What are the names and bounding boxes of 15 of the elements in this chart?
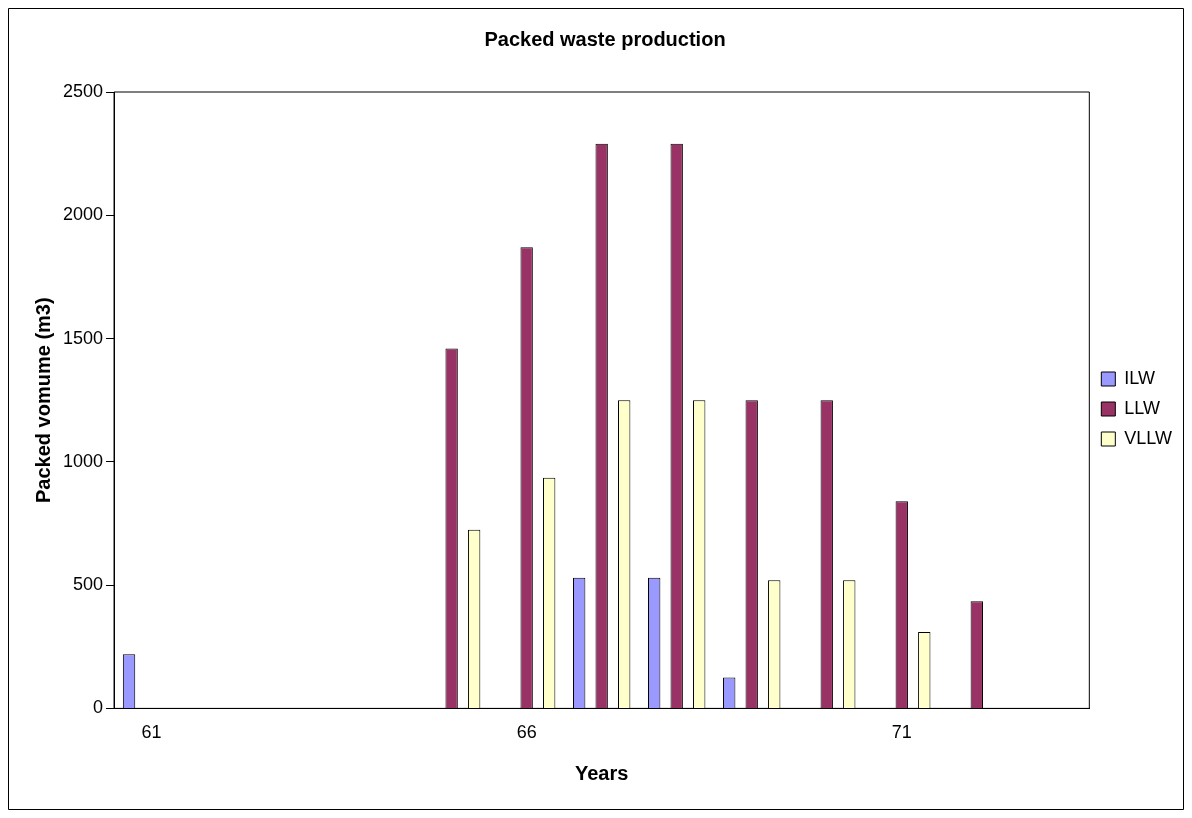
y-tick-label: 2000 xyxy=(63,204,104,225)
legend-label: ILW xyxy=(1124,367,1155,388)
y-tick-label: 0 xyxy=(93,697,104,718)
y-tick-label: 500 xyxy=(73,574,104,595)
x-tick-label: 66 xyxy=(516,722,537,743)
legend-label: LLW xyxy=(1124,397,1161,418)
y-tick-label: 1500 xyxy=(63,327,104,348)
x-axis-title: Years xyxy=(574,761,629,784)
y-tick-label: 1000 xyxy=(63,450,104,471)
y-tick-label: 2500 xyxy=(63,80,104,101)
legend-label: VLLW xyxy=(1124,427,1173,448)
y-axis-title: Packed vomume (m3) xyxy=(31,297,54,504)
x-tick-label: 61 xyxy=(141,722,162,743)
chart-title: Packed waste production xyxy=(484,27,726,50)
x-tick-label: 71 xyxy=(891,722,912,743)
